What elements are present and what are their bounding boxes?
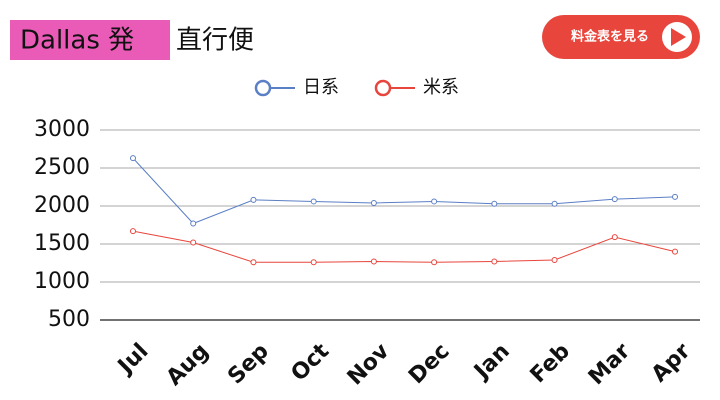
price-button[interactable]: 料金表を見る bbox=[542, 15, 700, 59]
x-tick-label: Oct bbox=[287, 338, 335, 386]
x-tick-label: Jan bbox=[468, 339, 514, 385]
series-line bbox=[132, 230, 676, 263]
x-tick-label: Feb bbox=[526, 339, 575, 388]
y-tick-label: 3000 bbox=[34, 117, 90, 142]
origin: Dallas 発 bbox=[20, 26, 134, 56]
plot: 500 1000 1500 2000 2500 3000 Jul Aug Sep Oct Nov De… bbox=[34, 77, 700, 391]
legend-label: 日系 bbox=[303, 77, 339, 98]
button-bg[interactable] bbox=[542, 15, 700, 59]
point bbox=[672, 248, 678, 255]
legend-marker bbox=[254, 79, 272, 97]
point bbox=[310, 259, 317, 266]
y-tick-label: 500 bbox=[48, 307, 90, 332]
legend-label: 米系 bbox=[423, 77, 459, 98]
point bbox=[551, 256, 558, 263]
x-tick-label: Sep bbox=[223, 339, 274, 390]
origin-box bbox=[10, 20, 170, 60]
y-tick-label: 1500 bbox=[34, 231, 90, 256]
x-tick-label: Nov bbox=[343, 338, 395, 390]
point bbox=[250, 196, 257, 203]
point bbox=[250, 259, 257, 266]
x-tick-label: Apr bbox=[647, 339, 696, 388]
point bbox=[491, 200, 498, 207]
point bbox=[370, 199, 377, 206]
series-line bbox=[132, 157, 676, 225]
point bbox=[611, 234, 618, 241]
point bbox=[611, 196, 618, 203]
x-tick-label: Jul bbox=[112, 339, 153, 380]
page-title: 直行便 bbox=[176, 26, 254, 56]
x-tick-label: Dec bbox=[404, 339, 454, 389]
point bbox=[130, 228, 136, 235]
point bbox=[431, 198, 438, 205]
point bbox=[672, 193, 678, 200]
point bbox=[551, 200, 558, 207]
point bbox=[310, 198, 317, 205]
point bbox=[431, 259, 438, 266]
y-tick-label: 2500 bbox=[34, 155, 90, 180]
x-tick-label: Mar bbox=[584, 339, 635, 390]
x-tick-label: Aug bbox=[162, 339, 214, 391]
legend-marker bbox=[374, 79, 392, 97]
y-tick-label: 1000 bbox=[34, 269, 90, 294]
point bbox=[370, 258, 377, 265]
y-tick-label: 2000 bbox=[34, 193, 90, 218]
play-icon bbox=[671, 28, 686, 46]
point bbox=[190, 220, 197, 227]
point bbox=[491, 258, 498, 265]
point bbox=[130, 155, 136, 162]
button-label[interactable]: 料金表を見る bbox=[571, 29, 649, 45]
point bbox=[190, 239, 197, 246]
